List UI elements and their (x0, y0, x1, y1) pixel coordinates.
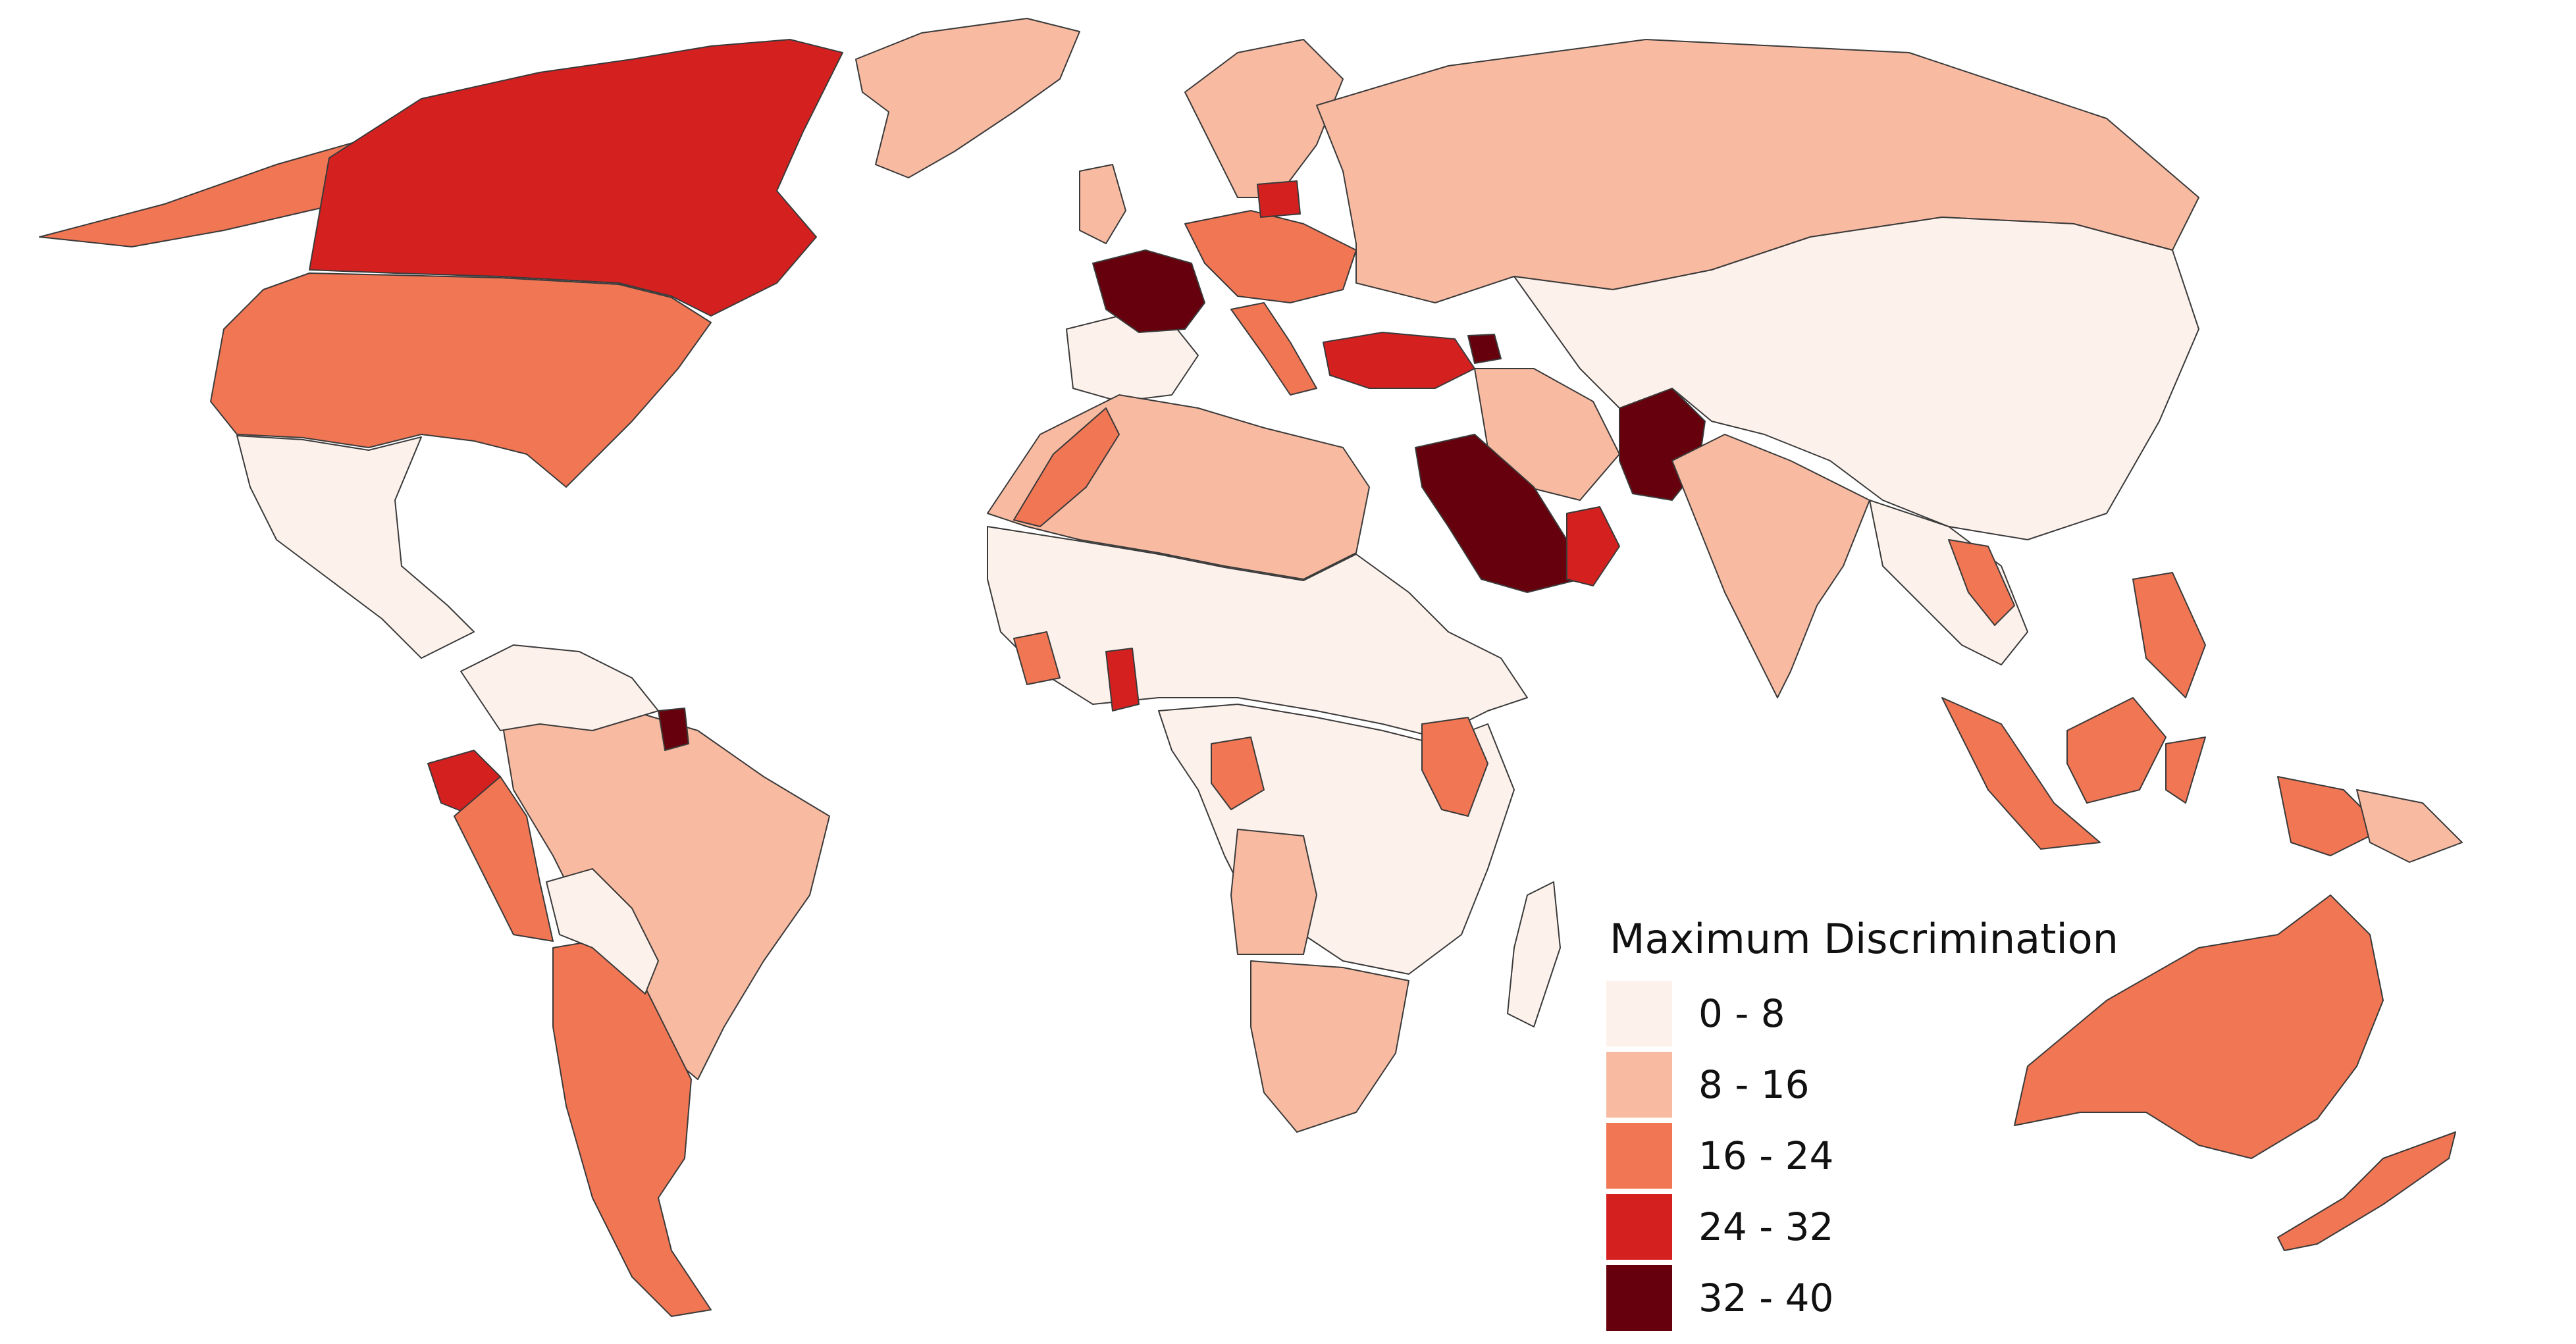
region-angola (1230, 829, 1317, 955)
region-argentina-chile (552, 941, 712, 1317)
legend-label-4: 32 - 40 (1698, 1276, 1834, 1320)
legend-label-3: 24 - 32 (1698, 1204, 1834, 1249)
legend-title: Maximum Discrimination (1610, 915, 2118, 963)
region-turkey (1323, 332, 1475, 389)
region-borneo (2066, 697, 2167, 804)
region-italy (1230, 302, 1317, 396)
region-kenya (1421, 717, 1488, 817)
region-colombia-venezuela (460, 644, 659, 731)
region-sulawesi (2165, 737, 2206, 804)
region-central-europe (1184, 210, 1357, 303)
region-new-zealand (2277, 1131, 2456, 1251)
region-laos (1948, 539, 2015, 626)
legend-swatch-4 (1606, 1265, 1672, 1331)
region-southeast-asia (1869, 500, 2028, 665)
map-legend: Maximum Discrimination 0 - 8 8 - 16 16 -… (1606, 915, 2118, 1336)
legend-swatch-1 (1606, 1052, 1672, 1118)
region-madagascar (1507, 881, 1561, 1027)
region-canada (309, 39, 843, 317)
legend-label-2: 16 - 24 (1698, 1133, 1834, 1178)
region-australia (2014, 894, 2384, 1159)
legend-swatch-2 (1606, 1123, 1672, 1189)
region-bolivia (546, 868, 659, 995)
region-papua (2277, 776, 2384, 856)
region-philippines (2132, 572, 2206, 698)
region-poland (1257, 180, 1301, 218)
region-peru (454, 776, 554, 942)
region-mexico (236, 435, 475, 659)
region-congo (1211, 737, 1265, 810)
region-southern-africa (1250, 960, 1409, 1133)
region-azerbaijan (1467, 334, 1502, 364)
region-saudi-arabia (1415, 434, 1581, 593)
legend-label-0: 0 - 8 (1698, 991, 1785, 1036)
region-india (1671, 434, 1870, 698)
region-china-mongolia (1513, 217, 2199, 540)
region-french-guiana (658, 708, 689, 751)
legend-swatch-3 (1606, 1194, 1672, 1260)
region-france (1092, 249, 1205, 333)
legend-swatch-0 (1606, 981, 1672, 1047)
region-sierra-leone (1013, 631, 1061, 685)
region-indonesia-west (1941, 697, 2101, 850)
region-greenland (855, 18, 1080, 178)
region-uk (1079, 164, 1126, 244)
region-ghana (1105, 648, 1140, 711)
region-png (2356, 789, 2463, 863)
region-morocco (1013, 407, 1120, 527)
region-oman (1566, 506, 1620, 586)
legend-label-1: 8 - 16 (1698, 1062, 1810, 1107)
region-scandinavia (1184, 39, 1344, 198)
region-usa (210, 272, 712, 488)
